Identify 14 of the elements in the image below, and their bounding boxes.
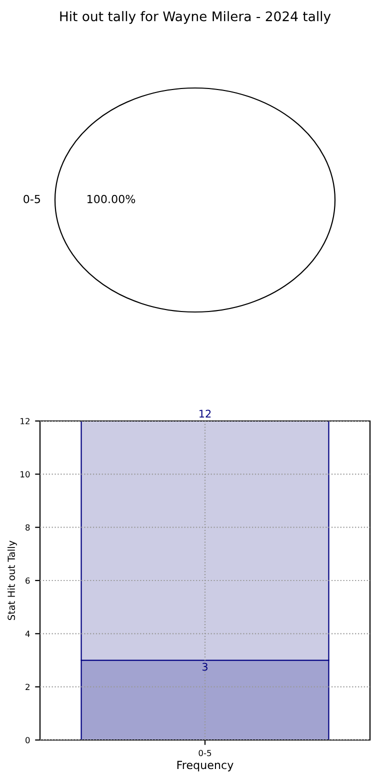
y-tick-label: 10 bbox=[20, 471, 30, 478]
x-axis-title: Frequency bbox=[177, 760, 234, 772]
data-label: 100.00% bbox=[88, 194, 136, 204]
y-tick-label: 2 bbox=[26, 684, 30, 690]
chart-title: Hit out tally for Wayne Milera - 2024 tally bbox=[60, 11, 331, 24]
y-tick-label: 4 bbox=[25, 630, 30, 637]
total-label: 12 bbox=[200, 410, 211, 418]
y-tick-label: 6 bbox=[26, 577, 30, 584]
y-tick-label: 12 bbox=[20, 418, 30, 424]
y-axis-title: Stat Hit out Tally bbox=[7, 540, 17, 620]
y-tick-label: 8 bbox=[26, 524, 30, 531]
data-label: 3 bbox=[202, 662, 208, 671]
y-tick-label: 0 bbox=[26, 736, 30, 744]
slice-label: 0-5 bbox=[24, 194, 40, 204]
